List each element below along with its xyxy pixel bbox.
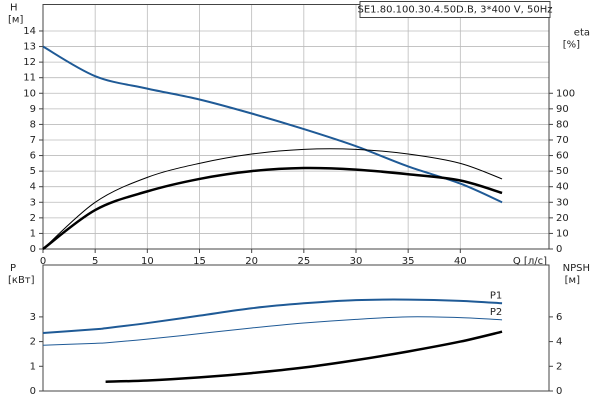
y-tick-label: 4 (30, 182, 36, 193)
y2-tick-label: 50 (556, 166, 569, 177)
y-tick-label: 11 (23, 73, 36, 84)
y-tick-label: 3 (30, 312, 36, 323)
y2-tick-label: 90 (556, 104, 569, 115)
curve (42, 148, 503, 250)
y2-axis-label: eta (574, 28, 590, 39)
y2-tick-label: 30 (556, 197, 569, 208)
y-tick-label: 14 (23, 26, 36, 37)
series-label: P1 (490, 290, 502, 301)
curve (42, 298, 503, 334)
y-axis-unit: [м] (8, 15, 23, 26)
y-tick-label: 13 (23, 42, 36, 53)
y2-axis-unit: [%] (563, 40, 580, 51)
y-tick-label: 3 (30, 197, 36, 208)
curve (42, 166, 503, 251)
y2-tick-label: 60 (556, 151, 569, 162)
x-tick-label: 35 (402, 256, 415, 267)
y-tick-label: 2 (30, 213, 36, 224)
x-tick-label: 0 (40, 256, 46, 267)
y-tick-label: 1 (30, 228, 36, 239)
y-tick-label: 10 (23, 88, 36, 99)
y2-tick-label: 70 (556, 135, 569, 146)
y-tick-label: 6 (30, 151, 36, 162)
y2-tick-label: 20 (556, 213, 569, 224)
y-tick-label: 12 (23, 57, 36, 68)
chart-title: SE1.80.100.30.4.50D.B, 3*400 V, 50Hz (358, 5, 553, 16)
y-tick-label: 0 (30, 386, 36, 397)
curve (42, 316, 503, 346)
x-axis-label: Q [л/с] (513, 256, 547, 267)
plot-frame (42, 4, 550, 250)
title-box (359, 1, 551, 18)
x-tick-label: 25 (297, 256, 310, 267)
y2-tick-label: 0 (556, 244, 562, 255)
y2-axis-unit: [м] (565, 275, 580, 286)
x-tick-label: 15 (193, 256, 206, 267)
y-axis-label: P (10, 263, 16, 274)
curve (105, 330, 503, 383)
x-tick-label: 10 (141, 256, 154, 267)
y-tick-label: 2 (30, 337, 36, 348)
y2-tick-label: 80 (556, 119, 569, 130)
y-tick-label: 7 (30, 135, 36, 146)
y2-tick-label: 40 (556, 182, 569, 193)
y2-tick-label: 0 (556, 386, 562, 397)
y2-tick-label: 10 (556, 228, 569, 239)
series-label: P2 (490, 307, 502, 318)
y-axis-unit: [кВт] (8, 275, 35, 286)
y2-tick-label: 6 (556, 312, 562, 323)
y2-tick-label: 4 (556, 337, 562, 348)
x-tick-label: 5 (92, 256, 98, 267)
y-tick-label: 9 (30, 104, 36, 115)
y2-tick-label: 2 (556, 361, 562, 372)
y2-tick-label: 100 (556, 88, 575, 99)
curve (42, 45, 503, 204)
x-tick-label: 40 (454, 256, 467, 267)
y-tick-label: 0 (30, 244, 36, 255)
y-tick-label: 1 (30, 361, 36, 372)
plot-frame (42, 264, 550, 392)
y-tick-label: 5 (30, 166, 36, 177)
y-axis-label: H (10, 3, 18, 14)
y-tick-label: 8 (30, 119, 36, 130)
x-tick-label: 30 (350, 256, 363, 267)
y2-axis-label: NPSH (563, 263, 590, 274)
x-tick-label: 20 (245, 256, 258, 267)
